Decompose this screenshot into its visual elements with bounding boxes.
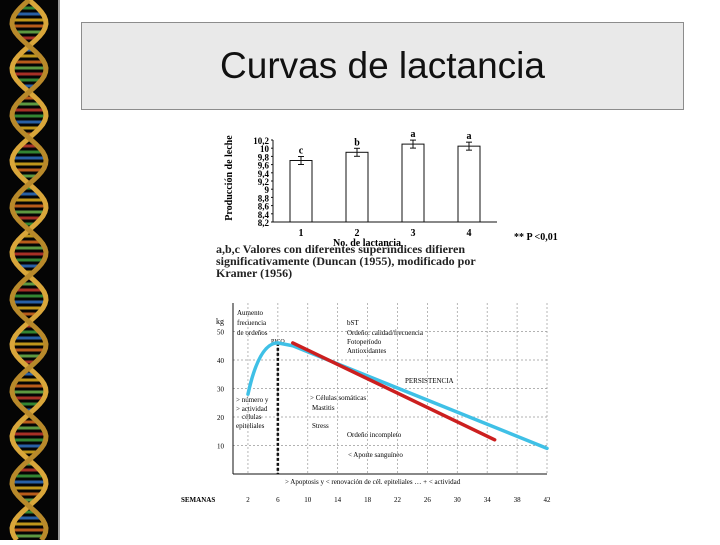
bar-ytick-label: 10,2 [253, 136, 269, 146]
line-xtick-label: 42 [544, 496, 552, 504]
annotation-top-mid: bST Ordeño: calidad/frecuencia Fotoperío… [347, 319, 425, 355]
series-line [246, 341, 549, 451]
bar-ytick-label: 8,8 [258, 193, 270, 203]
line-xtick-label: 30 [454, 496, 462, 504]
dna-helix-image [9, 0, 49, 542]
line-xtick-label: 26 [424, 496, 432, 504]
bar-letter-label: b [354, 137, 360, 148]
bar-ytick-label: 9,4 [258, 169, 270, 179]
bar-ytick-label: 9,6 [258, 161, 270, 171]
line-xtick-label: 2 [246, 496, 250, 504]
annotation-mid: > Células somáticas Mastitis [310, 394, 368, 412]
bar-category-label: 1 [299, 228, 304, 239]
line-xtick-label: 18 [364, 496, 372, 504]
annotation-left-low: > número y > actividad células epitelial… [236, 396, 270, 430]
bar-category-label: 2 [355, 228, 360, 239]
annotation-peak: PICO [271, 339, 285, 345]
bar [457, 145, 481, 223]
bar-letter-label: a [411, 129, 416, 140]
annotation-bottom: > Apoptosis y < renovación de cél. epite… [285, 478, 461, 486]
annotation-milking: Ordeño incompleto [347, 431, 402, 439]
line-ylabel: kg [216, 317, 224, 326]
line-ytick-label: 40 [217, 357, 225, 365]
line-ytick-label: 20 [217, 414, 225, 422]
bar-category-label: 3 [411, 228, 416, 239]
bar-category-label: 4 [467, 228, 472, 239]
line-ytick-label: 50 [217, 329, 225, 337]
annotation-blood: < Aporte sanguíneo [348, 451, 403, 459]
bar-ytick-label: 9 [265, 185, 270, 195]
annotation-stress: Stress [312, 422, 329, 430]
line-xtick-label: 34 [484, 496, 492, 504]
bar-caption: a,b,c Valores con diferentes superíndice… [216, 243, 516, 279]
bar-ytick-label: 9,2 [258, 177, 270, 187]
dna-decoration [0, 0, 58, 542]
line-xlabel: SEMANAS [181, 496, 215, 504]
bar-ytick-label: 8,4 [258, 210, 270, 220]
bar-ytick-label: 8,2 [258, 218, 270, 228]
caption-line: Kramer (1956) [216, 266, 293, 280]
bar-letter-label: c [299, 146, 304, 157]
series-line [291, 341, 497, 442]
line-ytick-label: 10 [217, 443, 225, 451]
line-xtick-label: 10 [304, 496, 312, 504]
annotation-top-left: Aumento frecuencia de ordeños [237, 309, 268, 337]
bar [345, 151, 369, 223]
line-xtick-label: 22 [394, 496, 402, 504]
bar-ytick-label: 8,6 [258, 202, 270, 212]
slide-title: Curvas de lactancia [220, 45, 545, 86]
bar [401, 143, 425, 223]
dna-strand [9, 0, 49, 542]
title-box: Curvas de lactancia [81, 22, 684, 110]
bar-ytick-label: 9,8 [258, 152, 270, 162]
line-xtick-label: 6 [276, 496, 280, 504]
line-ytick-label: 30 [217, 386, 225, 394]
caption-line: significativamente (Duncan (1955), modif… [216, 254, 476, 268]
slide-divider [58, 0, 60, 540]
dna-strand [9, 0, 49, 542]
bar-significance: ** P <0,01 [514, 232, 558, 243]
bar [289, 160, 313, 223]
line-xtick-label: 38 [514, 496, 522, 504]
bar-letter-label: a [467, 131, 472, 142]
line-xtick-label: 14 [334, 496, 342, 504]
annotation-persistence: PERSISTENCIA [405, 377, 454, 385]
bar-ylabel: Producción de leche [224, 135, 235, 221]
caption-line: a,b,c Valores con diferentes superíndice… [216, 242, 465, 256]
bar-ytick-label: 10 [260, 144, 270, 154]
